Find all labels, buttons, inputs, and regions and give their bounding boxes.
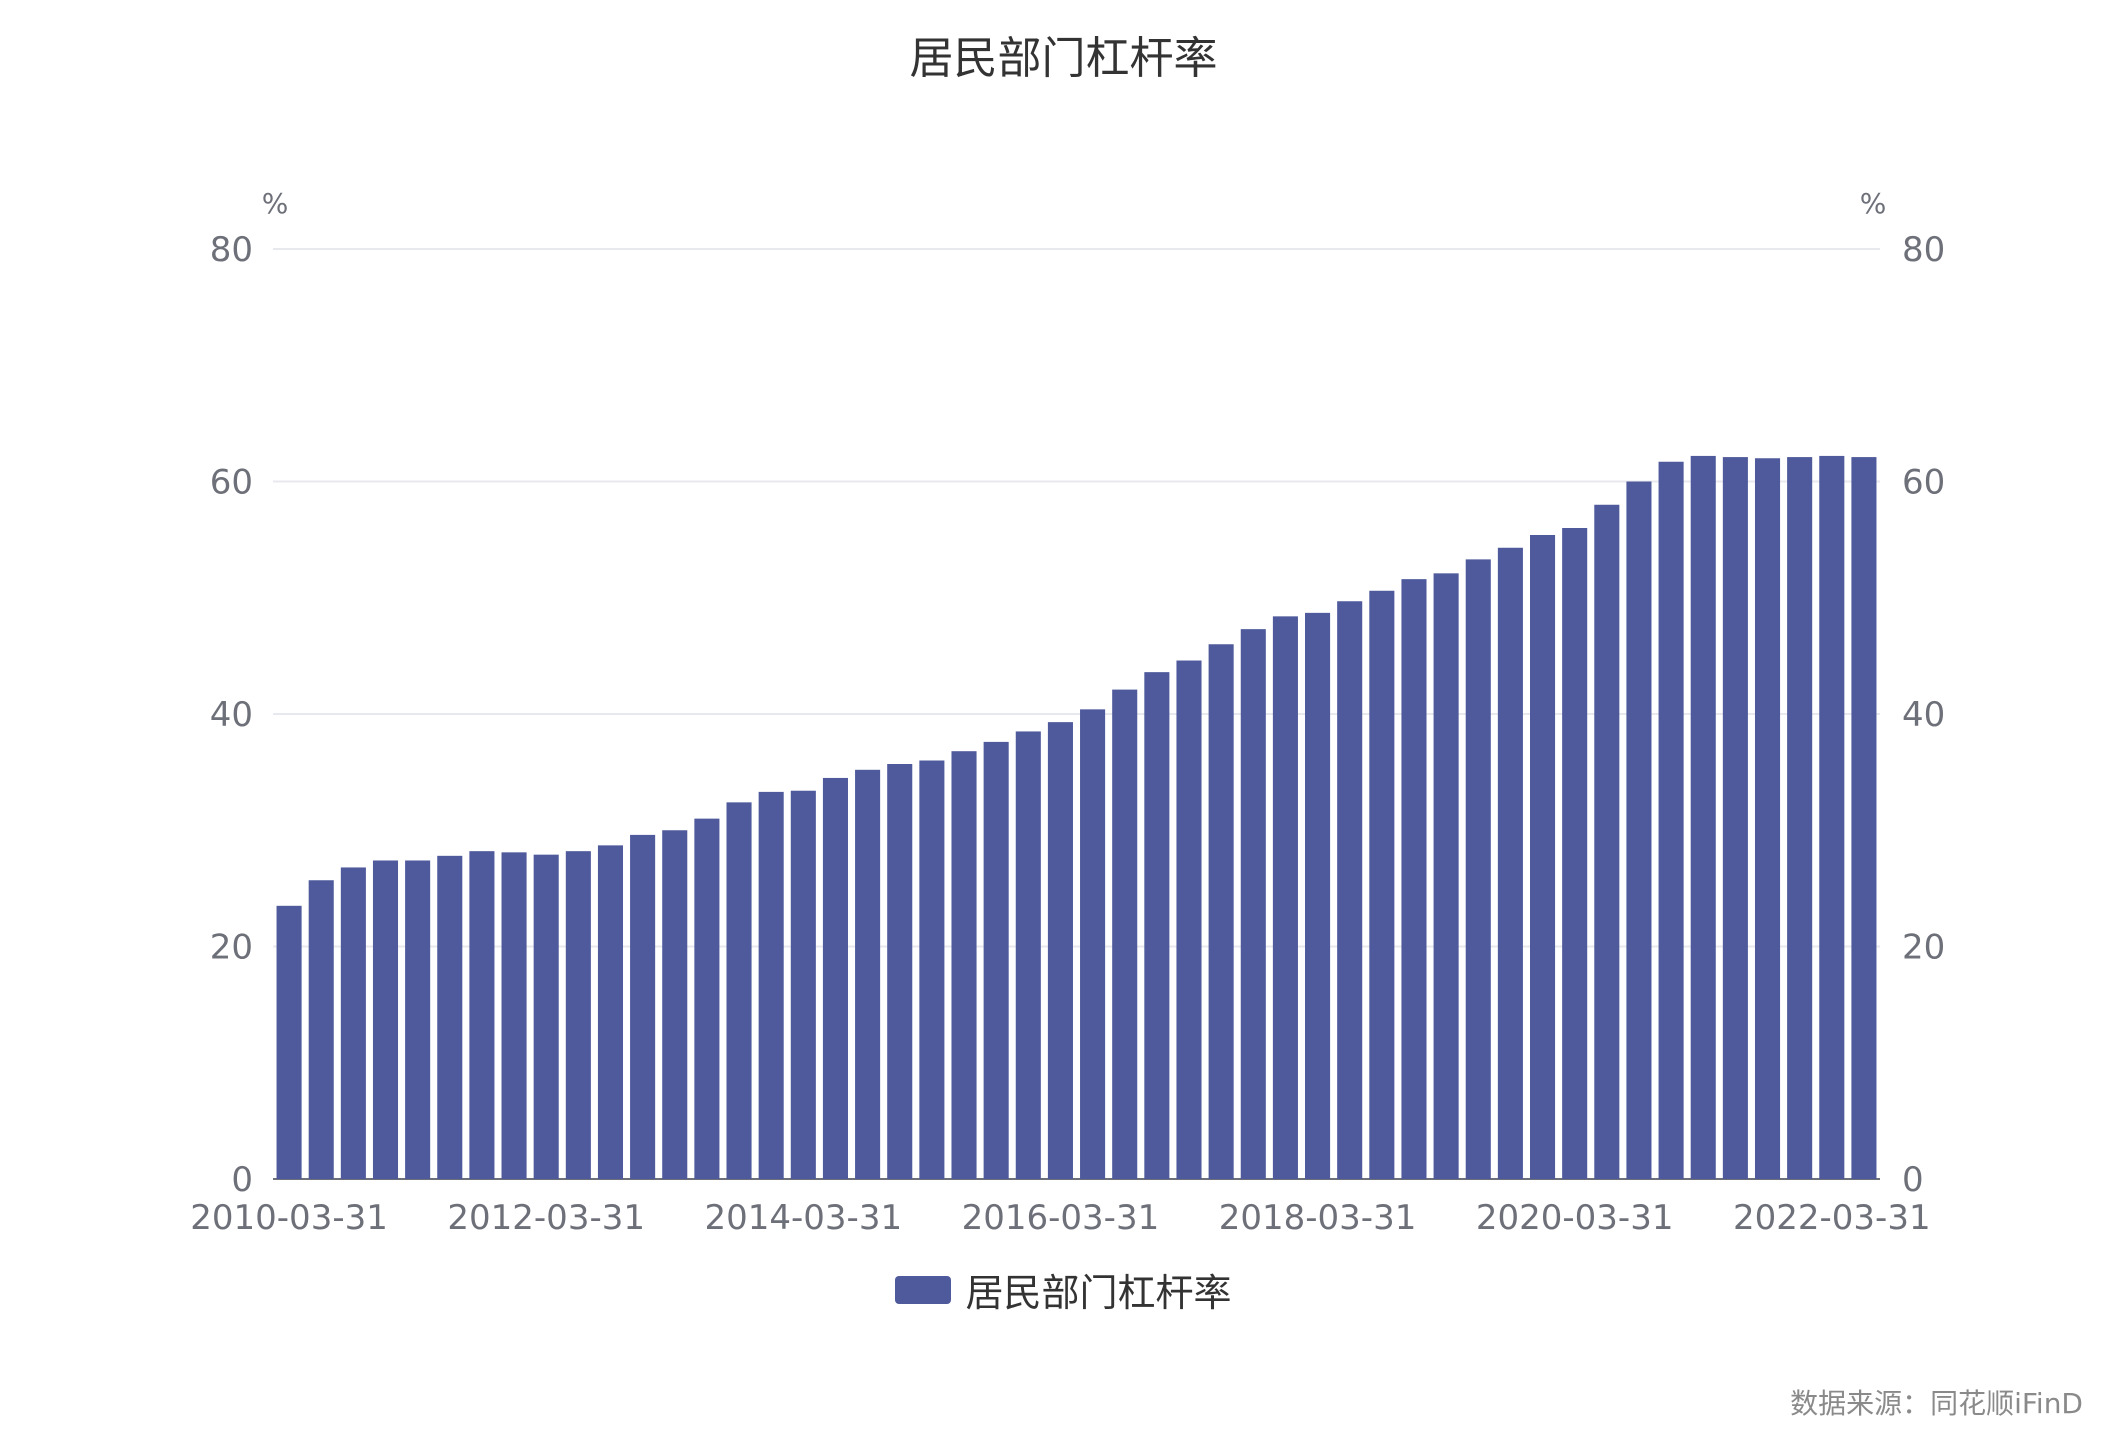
bar[interactable] bbox=[1015, 731, 1041, 1179]
y-tick-label-left: 0 bbox=[231, 1160, 253, 1200]
bar[interactable] bbox=[1176, 660, 1202, 1179]
axes: 0 0 20 20 40 40 60 60 80 80 2010-03-31 2012-03-31 20… bbox=[190, 230, 1945, 1238]
bar[interactable] bbox=[1401, 579, 1427, 1179]
y-tick-label-left: 80 bbox=[210, 230, 253, 270]
bar[interactable] bbox=[726, 802, 752, 1179]
bar[interactable] bbox=[1562, 528, 1588, 1179]
bar[interactable] bbox=[597, 845, 624, 1179]
y-tick-label-right: 60 bbox=[1902, 463, 1945, 503]
bar[interactable] bbox=[1530, 534, 1556, 1179]
bar[interactable] bbox=[887, 763, 913, 1179]
bar[interactable] bbox=[1144, 672, 1170, 1179]
bar[interactable] bbox=[1080, 709, 1106, 1179]
bar[interactable] bbox=[565, 851, 591, 1179]
bar-series bbox=[276, 455, 1877, 1180]
bar[interactable] bbox=[855, 769, 881, 1179]
y-tick-label-left: 20 bbox=[210, 928, 253, 968]
bar[interactable] bbox=[1465, 559, 1491, 1179]
bar[interactable] bbox=[372, 860, 399, 1179]
bar[interactable] bbox=[822, 777, 848, 1179]
x-tick-label: 2014-03-31 bbox=[705, 1198, 903, 1238]
bar[interactable] bbox=[630, 834, 656, 1179]
bar[interactable] bbox=[1787, 457, 1813, 1180]
y-tick-label-left: 60 bbox=[210, 463, 253, 503]
bar[interactable] bbox=[308, 880, 334, 1179]
bar[interactable] bbox=[951, 751, 977, 1179]
bar[interactable] bbox=[1851, 457, 1877, 1180]
source-note: 数据来源：同花顺iFinD bbox=[1790, 1387, 2083, 1420]
bar[interactable] bbox=[1754, 458, 1781, 1179]
y-tick-label-right: 20 bbox=[1902, 928, 1945, 968]
bar[interactable] bbox=[276, 905, 302, 1179]
x-tick-label: 2018-03-31 bbox=[1219, 1198, 1417, 1238]
bar[interactable] bbox=[919, 760, 945, 1180]
bar[interactable] bbox=[340, 867, 366, 1179]
bar[interactable] bbox=[501, 852, 527, 1179]
legend-label: 居民部门杠杆率 bbox=[965, 1271, 1232, 1315]
bar[interactable] bbox=[1272, 616, 1298, 1179]
y-tick-label-right: 0 bbox=[1902, 1160, 1924, 1200]
bar[interactable] bbox=[1722, 457, 1748, 1180]
bar[interactable] bbox=[1112, 689, 1138, 1179]
y-axis-unit-left: % bbox=[262, 187, 289, 220]
x-tick-label: 2020-03-31 bbox=[1476, 1198, 1674, 1238]
y-axis-unit-right: % bbox=[1860, 187, 1887, 220]
legend[interactable]: 居民部门杠杆率 bbox=[0, 1262, 2127, 1317]
bar[interactable] bbox=[1594, 504, 1620, 1179]
bar[interactable] bbox=[533, 854, 559, 1179]
x-tick-label: 2010-03-31 bbox=[190, 1198, 388, 1238]
bar[interactable] bbox=[1690, 455, 1716, 1179]
y-tick-label-right: 80 bbox=[1902, 230, 1945, 270]
chart-title: 居民部门杠杆率 bbox=[909, 33, 1218, 84]
bar[interactable] bbox=[694, 818, 720, 1180]
bar[interactable] bbox=[1047, 722, 1073, 1179]
x-tick-label: 2022-03-31 bbox=[1733, 1198, 1931, 1238]
bar[interactable] bbox=[1626, 481, 1652, 1180]
y-tick-label-left: 40 bbox=[210, 695, 253, 735]
bar[interactable] bbox=[405, 860, 431, 1179]
bar[interactable] bbox=[758, 791, 784, 1179]
y-tick-label-right: 40 bbox=[1902, 695, 1945, 735]
bar[interactable] bbox=[1369, 590, 1395, 1179]
bar[interactable] bbox=[1433, 573, 1459, 1179]
bar[interactable] bbox=[662, 830, 688, 1179]
bar[interactable] bbox=[1208, 644, 1234, 1179]
x-tick-label: 2016-03-31 bbox=[962, 1198, 1160, 1238]
bar[interactable] bbox=[983, 741, 1009, 1179]
bar[interactable] bbox=[1337, 601, 1363, 1179]
x-tick-label: 2012-03-31 bbox=[447, 1198, 645, 1238]
bar[interactable] bbox=[790, 790, 816, 1179]
bar[interactable] bbox=[1658, 461, 1684, 1179]
bar[interactable] bbox=[1305, 612, 1331, 1179]
bar[interactable] bbox=[1819, 455, 1845, 1179]
bar[interactable] bbox=[1497, 547, 1523, 1179]
bar[interactable] bbox=[469, 851, 495, 1179]
bar[interactable] bbox=[437, 855, 463, 1179]
bar[interactable] bbox=[1240, 629, 1266, 1179]
legend-swatch bbox=[895, 1275, 952, 1304]
